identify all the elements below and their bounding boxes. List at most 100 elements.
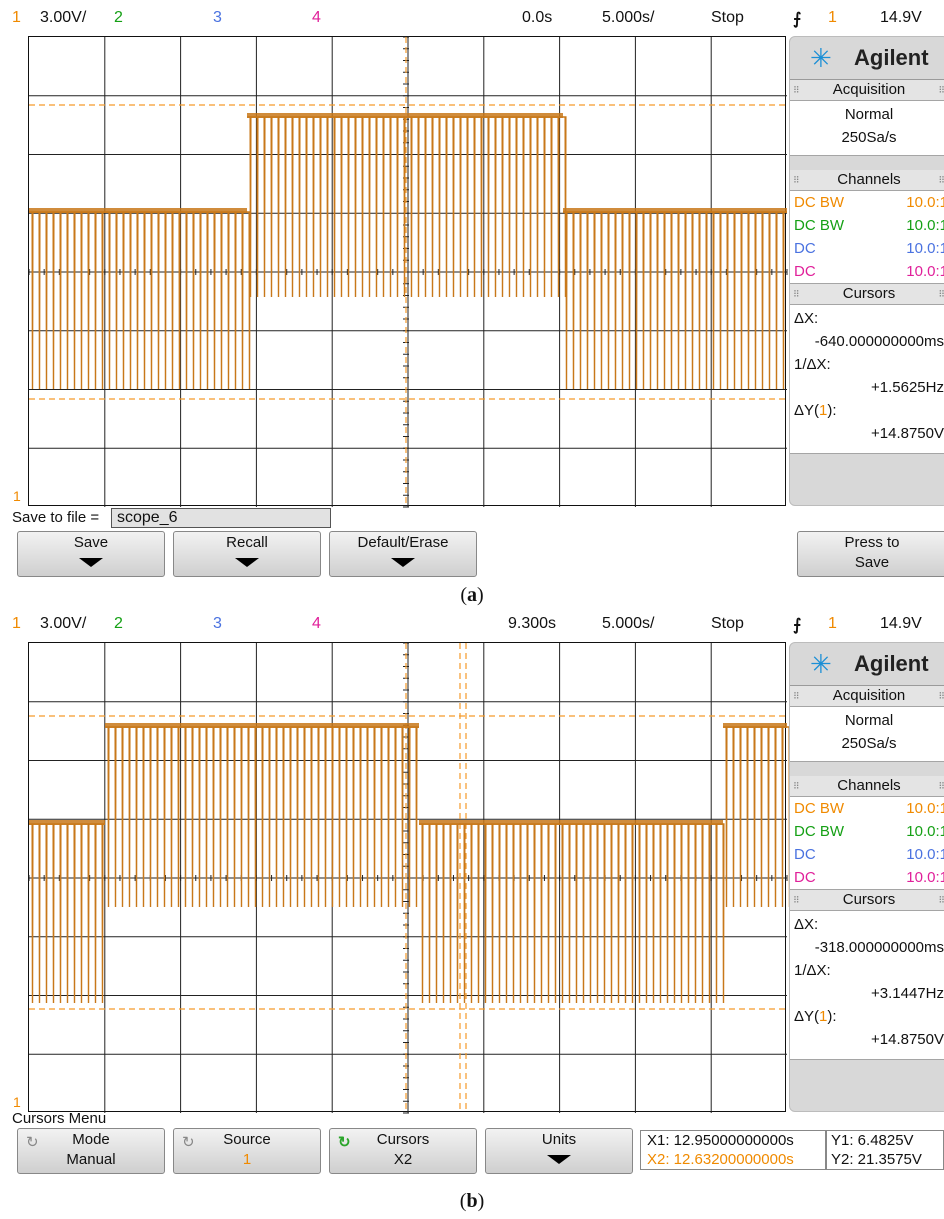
default-erase-button[interactable]: Default/Erase	[329, 531, 477, 577]
delta-y-label: ΔY(1):	[794, 402, 837, 419]
menu-title: Cursors Menu	[12, 1110, 107, 1127]
source-button[interactable]: ↻ Source 1	[173, 1128, 321, 1174]
units-button[interactable]: Units	[485, 1128, 633, 1174]
inverse-delta-x-value: +3.1447Hz	[871, 985, 944, 1002]
run-state: Stop	[711, 9, 744, 26]
x-cursor-readout: X1: 12.95000000000s X2: 12.63200000000s	[640, 1130, 826, 1170]
rotate-knob-icon: ↻	[182, 1134, 195, 1151]
ground-marker: 1	[13, 1094, 21, 1110]
status-bar: 1 3.00V/ 2 3 4 9.300s 5.000s/ Stop ⨍ 1 1…	[0, 606, 944, 638]
trigger-source: 1	[828, 9, 837, 26]
side-panel: ✳Agilent Acquisition Normal 250Sa/s Chan…	[789, 642, 944, 1112]
channel-row: DC 10.0:1	[794, 869, 944, 886]
delta-y-label: ΔY(1):	[794, 1008, 837, 1025]
down-arrow-icon	[391, 558, 415, 567]
waveform-svg: 1	[13, 642, 791, 1114]
waveform-display: 1	[13, 36, 788, 508]
rotate-knob-icon: ↻	[338, 1134, 351, 1151]
trace-top-band	[29, 208, 247, 213]
down-arrow-icon	[547, 1155, 571, 1164]
trigger-edge-icon: ⨍	[793, 617, 802, 634]
ground-marker: 1	[13, 488, 21, 504]
status-bar: 1 3.00V/ 2 3 4 0.0s 5.000s/ Stop ⨍ 1 14.…	[0, 0, 944, 32]
acq-rate: 250Sa/s	[841, 735, 897, 752]
delta-x-value: -318.000000000ms	[814, 939, 944, 956]
acquisition-header: Acquisition	[790, 686, 944, 707]
channel-row: DC 10.0:1	[794, 846, 944, 863]
vertical-scale: 3.00V/	[40, 615, 87, 632]
trigger-level: 14.9V	[880, 615, 922, 632]
acquisition-info: Normal 250Sa/s	[790, 707, 944, 762]
ch1-indicator[interactable]: 1	[12, 9, 21, 26]
trace-top-band	[29, 820, 105, 825]
waveform-svg: 1	[13, 36, 788, 508]
caption-a: (a)	[460, 584, 484, 606]
agilent-spark-icon: ✳	[810, 649, 832, 679]
scope-screen-b: 1 3.00V/ 2 3 4 9.300s 5.000s/ Stop ⨍ 1 1…	[0, 606, 944, 1186]
press-to-save-button[interactable]: Press to Save	[797, 531, 944, 577]
y-cursor-readout: Y1: 6.4825V Y2: 21.3575V	[826, 1130, 944, 1170]
trace-segment	[563, 211, 787, 390]
recall-button[interactable]: Recall	[173, 531, 321, 577]
ch1-indicator[interactable]: 1	[12, 615, 21, 632]
ch3-indicator[interactable]: 3	[213, 9, 222, 26]
delta-y-value: +14.8750V	[871, 425, 944, 442]
acquisition-info: Normal 250Sa/s	[790, 101, 944, 156]
down-arrow-icon	[79, 558, 103, 567]
channel-row: DC 10.0:1	[794, 263, 944, 280]
save-button[interactable]: Save	[17, 531, 165, 577]
ch2-indicator[interactable]: 2	[114, 615, 123, 632]
channels-list: DC BW 10.0:1 DC BW 10.0:1 DC 10.0:1 DC 10.0:…	[790, 797, 944, 890]
trace-segment	[29, 823, 105, 1004]
rotate-knob-icon: ↻	[26, 1134, 39, 1151]
ch3-indicator[interactable]: 3	[213, 615, 222, 632]
save-to-file-label: Save to file =	[12, 509, 100, 526]
trigger-source: 1	[828, 615, 837, 632]
acq-mode: Normal	[844, 712, 894, 729]
delta-y-value: +14.8750V	[871, 1031, 944, 1048]
inverse-delta-x-label: 1/ΔX:	[794, 962, 831, 979]
filename-field[interactable]: scope_6	[111, 508, 331, 528]
ch2-indicator[interactable]: 2	[114, 9, 123, 26]
cursor-readouts: ΔX: -640.000000000ms 1/ΔX: +1.5625Hz ΔY(…	[790, 305, 944, 454]
x2-value: X2: 12.63200000000s	[647, 1151, 794, 1168]
cursors-header: Cursors	[790, 284, 944, 305]
trace-top-band	[419, 820, 723, 825]
ch4-indicator[interactable]: 4	[312, 615, 321, 632]
agilent-logo: ✳ Agilent	[790, 37, 944, 80]
cursors-header: Cursors	[790, 890, 944, 911]
acq-rate: 250Sa/s	[841, 129, 897, 146]
trace-top-band	[247, 113, 563, 118]
trigger-level: 14.9V	[880, 9, 922, 26]
trace-top-band	[105, 723, 419, 728]
down-arrow-icon	[235, 558, 259, 567]
caption-b: (b)	[459, 1190, 485, 1212]
delta-x-label: ΔX:	[794, 916, 819, 933]
vertical-scale: 3.00V/	[40, 9, 87, 26]
inverse-delta-x-label: 1/ΔX:	[794, 356, 831, 373]
trigger-edge-icon: ⨍	[793, 11, 802, 28]
agilent-spark-icon: ✳	[810, 43, 832, 73]
ch4-indicator[interactable]: 4	[312, 9, 321, 26]
channels-list: DC BW 10.0:1 DC BW 10.0:1 DC 10.0:1 DC 10.0:…	[790, 191, 944, 284]
timebase: 5.000s/	[602, 9, 655, 26]
acquisition-header: Acquisition	[790, 80, 944, 101]
timebase: 5.000s/	[602, 615, 655, 632]
y2-value: Y2: 21.3575V	[831, 1151, 922, 1168]
channel-row: DC BW 10.0:1	[794, 800, 944, 817]
channel-row: DC 10.0:1	[794, 240, 944, 257]
channels-header: Channels	[790, 170, 944, 191]
cursors-button[interactable]: ↻ Cursors X2	[329, 1128, 477, 1174]
channel-row: DC BW 10.0:1	[794, 217, 944, 234]
trace-top-band	[563, 208, 787, 213]
agilent-logo: ✳ Agilent	[790, 643, 944, 686]
side-panel: ✳Agilent Acquisition Normal 250Sa/s Chan…	[789, 36, 944, 506]
trace-segment	[29, 211, 251, 390]
trace-segment	[105, 726, 419, 908]
run-state: Stop	[711, 615, 744, 632]
time-delay: 0.0s	[522, 9, 553, 26]
mode-button[interactable]: ↻ Mode Manual	[17, 1128, 165, 1174]
time-delay: 9.300s	[508, 615, 557, 632]
channel-row: DC BW 10.0:1	[794, 194, 944, 211]
trace-segment	[419, 823, 725, 1004]
